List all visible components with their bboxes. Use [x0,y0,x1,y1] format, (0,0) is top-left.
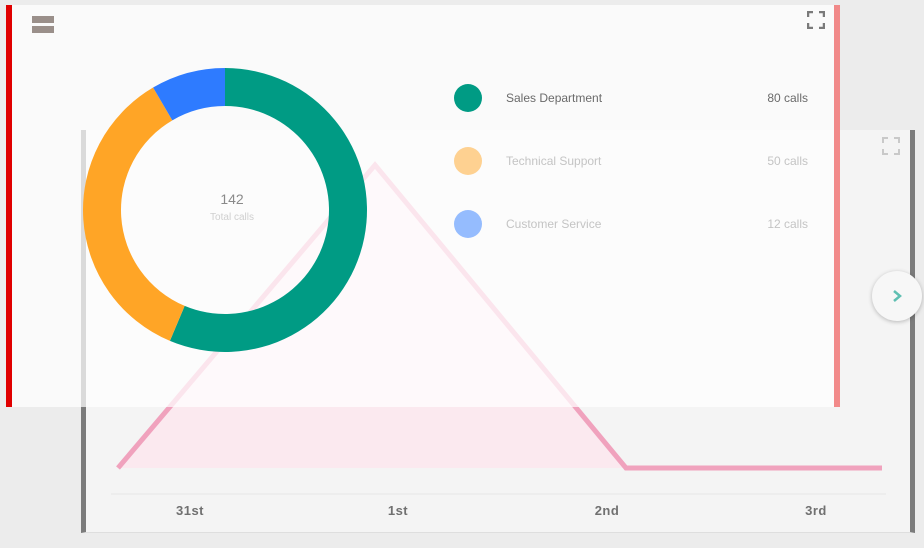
donut-chart-card: 142 Total calls Sales Department 80 call… [6,5,840,407]
x-tick-label: 3rd [805,503,827,518]
expand-icon[interactable] [806,10,826,30]
total-calls-caption: Total calls [210,212,254,223]
donut-slice [153,68,225,121]
legend-item: Technical Support 50 calls [454,147,814,177]
legend-value: 80 calls [767,91,808,105]
menu-icon[interactable] [32,16,54,34]
donut-chart [82,68,367,352]
legend-label: Customer Service [506,217,602,231]
x-tick-label: 1st [387,503,409,518]
legend-swatch [454,84,482,112]
legend-value: 50 calls [767,154,808,168]
legend-swatch [454,210,482,238]
x-tick-label: 2nd [594,503,620,518]
legend-value: 12 calls [767,217,808,231]
expand-icon[interactable] [882,137,900,155]
legend-item: Sales Department 80 calls [454,84,814,114]
total-calls-value: 142 [220,191,244,207]
chevron-right-icon [893,290,902,302]
x-tick-label: 31st [175,503,205,518]
donut-slice [82,87,185,341]
legend-label: Technical Support [506,154,602,168]
donut-slice [169,68,367,352]
legend-item: Customer Service 12 calls [454,210,814,240]
next-button[interactable] [872,271,922,321]
legend-swatch [454,147,482,175]
legend-label: Sales Department [506,91,603,105]
